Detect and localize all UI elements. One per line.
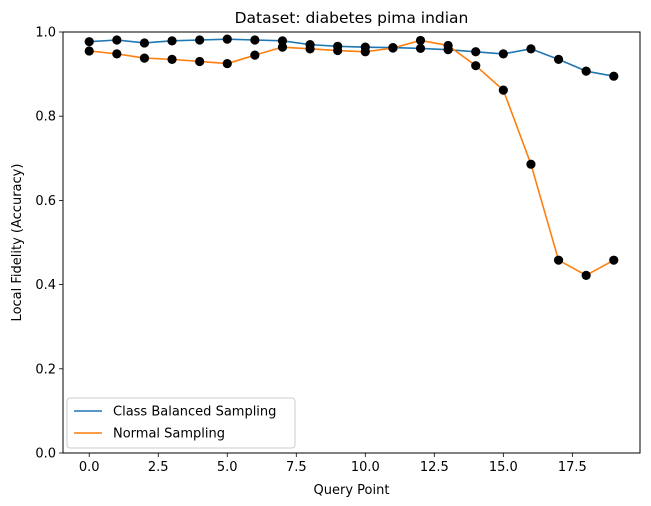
x-axis: 0.0 2.5 5.0 7.5 10.0 12.5 15.0 17.5 <box>79 453 587 475</box>
series-line-1 <box>89 39 615 277</box>
chart-title: Dataset: diabetes pima indian <box>235 9 469 27</box>
x-tick-label: 10.0 <box>351 460 380 475</box>
data-point <box>553 54 564 64</box>
data-point <box>195 56 205 67</box>
data-point <box>498 49 508 59</box>
x-axis-label: Query Point <box>314 483 390 498</box>
data-point <box>471 61 481 71</box>
y-tick-label: 0.0 <box>35 447 56 462</box>
legend: Class Balanced Sampling Normal Sampling <box>66 397 296 449</box>
data-point <box>553 255 564 265</box>
data-point <box>581 66 591 76</box>
data-point <box>443 40 453 51</box>
x-tick-label: 15.0 <box>489 460 518 475</box>
legend-box <box>66 397 296 449</box>
y-tick-label: 0.4 <box>35 278 56 293</box>
data-point <box>84 46 94 56</box>
data-point <box>84 37 94 47</box>
data-point <box>277 42 288 52</box>
y-tick-label: 0.6 <box>35 194 56 209</box>
data-point <box>167 36 177 46</box>
axes-frame <box>62 31 641 454</box>
data-point <box>222 58 232 69</box>
data-point <box>388 43 398 53</box>
data-point <box>167 54 177 64</box>
data-point <box>526 159 536 169</box>
x-tick-label: 17.5 <box>558 460 587 475</box>
data-point <box>609 255 619 265</box>
x-tick-label: 2.5 <box>148 460 169 475</box>
plot-area <box>84 34 619 280</box>
x-tick-label: 7.5 <box>286 460 307 475</box>
y-axis-label: Local Fidelity (Accuracy) <box>10 164 25 322</box>
legend-label: Normal Sampling <box>113 427 225 442</box>
data-point <box>139 38 150 48</box>
series-line-0 <box>89 38 614 77</box>
data-point <box>526 44 536 54</box>
y-tick-label: 1.0 <box>35 26 56 41</box>
data-point <box>112 49 122 59</box>
y-axis: 0.0 0.2 0.4 0.6 0.8 1.0 <box>35 26 63 462</box>
data-point <box>250 35 260 45</box>
data-point <box>415 43 426 54</box>
data-point <box>139 53 150 63</box>
x-tick-label: 0.0 <box>79 460 100 475</box>
data-point <box>305 44 315 54</box>
data-point <box>471 47 481 57</box>
x-tick-label: 12.5 <box>420 460 449 475</box>
legend-label: Class Balanced Sampling <box>113 405 276 420</box>
data-point <box>112 35 122 45</box>
y-tick-label: 0.2 <box>35 362 56 377</box>
data-point <box>277 36 288 46</box>
x-tick-label: 5.0 <box>217 460 238 475</box>
data-point <box>415 35 426 46</box>
data-point <box>498 85 508 95</box>
data-point <box>333 45 343 56</box>
data-point <box>222 34 232 44</box>
data-point <box>250 50 260 60</box>
y-tick-label: 0.8 <box>35 110 56 125</box>
data-point <box>360 47 370 57</box>
data-point <box>609 71 619 81</box>
data-point <box>195 35 205 45</box>
data-point <box>581 270 591 280</box>
